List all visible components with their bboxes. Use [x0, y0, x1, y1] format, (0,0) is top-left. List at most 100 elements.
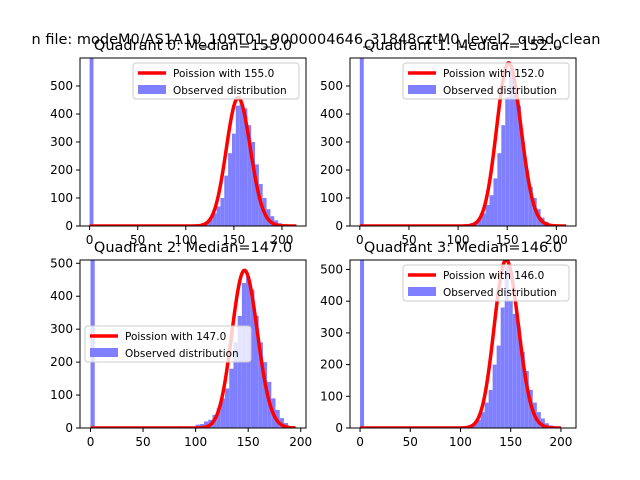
axes-frame — [79, 259, 307, 429]
histogram-bar — [480, 412, 485, 428]
histogram-bar — [500, 307, 505, 428]
legend-entry-poisson: Poission with 146.0 — [443, 270, 544, 282]
legend-entry-poisson: Poission with 152.0 — [443, 68, 544, 80]
y-tick-label: 500 — [50, 256, 73, 270]
y-tick-label: 200 — [320, 163, 343, 177]
histogram-bar — [508, 301, 513, 428]
histogram-bar — [504, 266, 509, 428]
histogram-bar — [517, 105, 521, 226]
x-tick-label: 100 — [449, 435, 472, 449]
legend: Poission with 155.0 Observed distribution — [132, 62, 300, 100]
histogram-bar — [360, 260, 365, 428]
legend-box — [402, 264, 570, 302]
legend-entry-observed: Observed distribution — [173, 85, 287, 97]
histogram-bar — [229, 368, 234, 428]
y-tick-label: 100 — [50, 388, 73, 402]
legend-box — [132, 62, 300, 100]
x-tick-label: 100 — [184, 435, 207, 449]
legend: Poission with 147.0 Observed distribution — [84, 325, 252, 363]
legend-bar-swatch — [138, 85, 166, 94]
x-tick-label: 200 — [271, 233, 294, 247]
legend-bar-swatch — [408, 287, 436, 296]
legend-bar-swatch — [90, 348, 118, 357]
y-tick-label: 300 — [50, 322, 73, 336]
histogram-bar — [520, 142, 525, 226]
figure-suptitle: n file: modeM0/AS1A10_109T01_9000004646_… — [32, 32, 601, 48]
legend: Poission with 146.0 Observed distribution — [402, 264, 570, 302]
legend-bar-swatch — [408, 85, 436, 94]
y-tick-label: 0 — [65, 421, 73, 435]
y-tick-label: 300 — [320, 326, 343, 340]
histogram-bar — [216, 206, 221, 226]
y-tick-label: 400 — [50, 289, 73, 303]
subplot-title: Quadrant 0: Median=155.0 — [94, 38, 292, 54]
histogram-bar — [485, 205, 490, 226]
histogram-bar — [220, 398, 226, 428]
histogram-bar — [520, 351, 525, 428]
y-tick-label: 100 — [50, 191, 73, 205]
legend-box — [84, 325, 252, 363]
subplot-2: 0 50 100 150 200 0 100 200 300 400 500 Quadrant 2: … — [50, 240, 312, 449]
legend-box — [402, 62, 570, 100]
y-tick-label: 0 — [65, 219, 73, 233]
histogram-bar — [204, 421, 209, 428]
y-tick-label: 400 — [320, 294, 343, 308]
histogram-bar — [89, 58, 94, 226]
x-tick-label: 100 — [447, 233, 470, 247]
histogram-bar — [505, 97, 510, 226]
x-tick-label: 200 — [545, 233, 568, 247]
histogram-bar — [239, 102, 244, 226]
y-tick-label: 200 — [50, 163, 73, 177]
plot-area — [359, 58, 567, 226]
histogram-bar — [492, 364, 497, 428]
histogram-bar — [476, 420, 481, 428]
histogram-bar — [481, 213, 486, 226]
histogram-bar — [489, 195, 494, 226]
legend-entry-observed: Observed distribution — [443, 85, 557, 97]
y-tick-label: 200 — [50, 355, 73, 369]
histogram-bar — [497, 153, 502, 226]
subplot-1: 0 50 100 150 200 0 100 200 300 400 500 Quadrant 1: … — [320, 38, 577, 247]
subplot-0: 0 50 100 150 200 0 100 200 300 400 500 Quadrant 0: … — [50, 38, 307, 247]
histogram-bar — [258, 342, 263, 428]
histogram-bar — [228, 153, 232, 226]
histogram-bar — [509, 69, 514, 226]
legend-entry-poisson: Poission with 147.0 — [125, 331, 226, 343]
x-tick-label: 0 — [87, 435, 95, 449]
histogram-bar — [224, 175, 229, 226]
histogram-bar — [212, 213, 217, 226]
axes-frame — [349, 259, 577, 429]
subplot-3: 0 50 100 150 200 0 100 200 300 400 500 Quadrant 3: … — [320, 240, 577, 449]
x-tick-label: 100 — [174, 233, 197, 247]
y-tick-label: 100 — [320, 191, 343, 205]
y-tick-label: 500 — [320, 79, 343, 93]
histogram-bar — [255, 164, 259, 226]
histogram-bar — [493, 178, 498, 226]
y-tick-label: 0 — [335, 421, 343, 435]
x-tick-label: 200 — [289, 435, 312, 449]
x-tick-label: 0 — [86, 233, 94, 247]
x-tick-label: 50 — [403, 435, 418, 449]
x-tick-label: 150 — [499, 435, 522, 449]
y-tick-label: 0 — [335, 219, 343, 233]
histogram-bar — [512, 313, 517, 428]
x-tick-label: 50 — [401, 233, 416, 247]
y-tick-label: 300 — [50, 135, 73, 149]
y-tick-label: 400 — [320, 107, 343, 121]
histogram-bar — [477, 217, 482, 226]
x-tick-label: 150 — [222, 233, 245, 247]
x-tick-label: 150 — [496, 233, 519, 247]
y-tick-label: 200 — [320, 358, 343, 372]
histogram-bar — [484, 402, 489, 428]
y-tick-label: 400 — [50, 107, 73, 121]
histogram-bar — [233, 342, 238, 428]
histogram-bar — [488, 389, 493, 428]
histogram-bar — [235, 105, 240, 226]
y-tick-label: 300 — [320, 135, 343, 149]
x-tick-label: 0 — [356, 233, 364, 247]
histogram-bar — [496, 345, 501, 428]
legend-entry-observed: Observed distribution — [125, 348, 239, 360]
subplot-title: Quadrant 2: Median=147.0 — [94, 240, 292, 256]
